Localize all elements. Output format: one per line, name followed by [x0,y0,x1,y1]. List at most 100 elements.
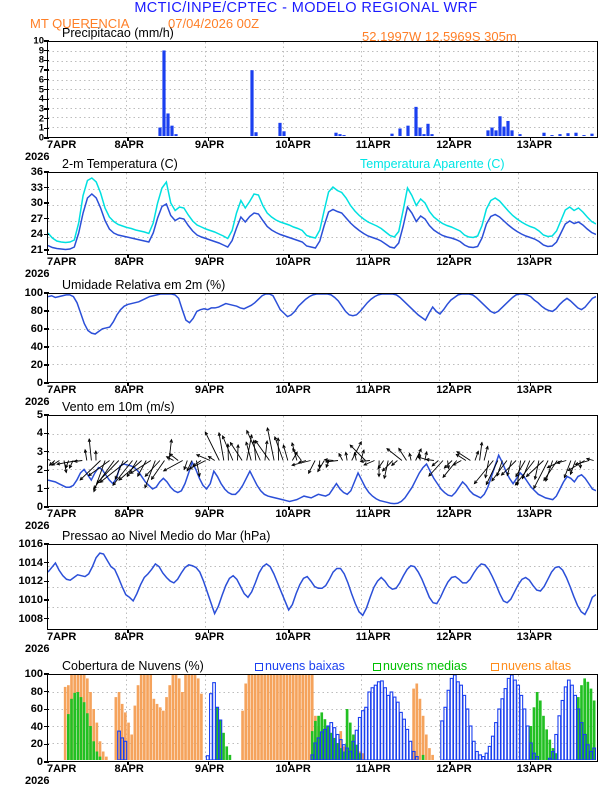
x-axis-tick [207,506,210,510]
x-axis-tick [449,382,451,386]
plot-area-temperature [47,172,598,255]
x-axis-tick [288,506,290,510]
x-axis-tick [127,382,129,386]
x-axis-label: 9APR [194,508,225,520]
x-axis-label: 8APR [114,508,144,520]
y-axis-tick [44,726,49,728]
y-axis-tick [44,743,49,746]
x-axis-label: 10APR [275,763,311,775]
x-axis-tick [127,506,129,510]
x-axis-tick [529,382,532,386]
y-axis-tick [44,618,49,620]
y-axis-label: 0 [36,501,43,513]
x-axis-tick [368,137,371,141]
x-axis-label: 12APR [436,763,472,775]
y-axis-label: 100 [24,287,43,299]
cloud-legend-2: nuvens altas [491,659,571,673]
y-axis-label: 0 [36,377,43,389]
y-axis-label: 6 [38,74,44,86]
y-axis-label: 2 [38,113,44,125]
y-axis-tick [44,346,49,348]
x-axis-label: 7APR [47,139,77,151]
y-axis-label: 80 [30,685,43,698]
panel-title-apparent-temperature: Temperatura Aparente (C) [360,157,505,171]
y-axis-label: 60 [30,703,43,716]
panel-title-temperature: 2-m Temperatura (C) [62,157,178,171]
x-axis-tick [449,761,451,765]
y-axis-tick [44,506,49,508]
x-axis-label: 7APR [47,384,77,396]
y-axis-label: 1012 [18,575,43,588]
x-axis-label: 13APR [516,508,553,520]
x-axis-label: 12APR [436,139,472,151]
x-axis-label: 7APR [47,508,77,520]
x-axis-label: 8APR [114,631,144,643]
y-axis-label: 7 [38,64,44,76]
x-axis-label: 13APR [516,139,553,151]
y-axis-label: 20 [30,359,43,371]
y-axis-label: 1 [36,482,43,495]
x-axis-year-label: 2026 [25,775,50,787]
x-axis-label: 13APR [516,631,553,643]
station-coordinates: 52.1997W 12.5969S 305m [362,29,517,44]
y-axis-label: 2 [36,464,43,477]
x-axis-year-label: 2026 [25,268,50,280]
y-axis-tick [44,414,49,416]
cloud-legend-1: nuvens medias [373,659,467,673]
x-axis-year-label: 2026 [25,643,50,655]
y-axis-label: 4 [38,93,44,105]
x-axis-label: 7APR [47,256,77,268]
legend-label: nuvens altas [501,659,572,673]
station-name: MT QUERENCIA [30,16,130,31]
y-axis-label: 5 [38,84,44,95]
y-axis-label: 1008 [18,612,43,625]
y-axis-label: 0 [38,132,44,144]
y-axis-tick [44,98,49,100]
x-axis-label: 11APR [355,631,391,643]
legend-swatch-icon [373,662,381,671]
y-axis-tick [44,708,49,710]
y-axis-label: 27 [30,212,43,225]
x-axis-label: 11APR [355,139,391,151]
plot-area-clouds [47,674,598,762]
y-axis-label: 8 [38,54,44,66]
y-axis-label: 1010 [18,594,43,607]
x-axis-tick [449,254,451,258]
y-axis-label: 1 [38,122,44,134]
y-axis-tick [44,88,49,91]
y-axis-label: 36 [30,166,43,178]
y-axis-label: 30 [30,197,43,210]
y-axis-tick [44,487,49,490]
y-axis-label: 0 [36,756,43,768]
x-axis-tick [127,761,129,765]
y-axis-label: 40 [30,720,43,733]
x-axis-label: 10APR [275,384,311,396]
y-axis-label: 4 [36,427,43,440]
x-axis-tick [529,254,532,258]
x-axis-year-label: 2026 [25,151,50,163]
x-axis-tick [449,629,451,633]
x-axis-label: 13APR [516,763,553,775]
x-axis-tick [449,506,451,510]
x-axis-label: 9APR [194,631,225,643]
y-axis-tick [44,186,49,189]
x-axis-label: 13APR [516,384,553,396]
x-axis-label: 12APR [436,631,472,643]
x-axis-label: 12APR [436,384,472,396]
y-axis-tick [44,382,49,384]
panel-title-wind: Vento em 10m (m/s) [62,400,175,414]
panel-title-humidity: Umidade Relativa em 2m (%) [62,278,226,292]
y-axis-tick [44,328,49,330]
y-axis-label: 3 [38,103,44,115]
x-axis-tick [529,629,532,633]
panel-title-pressure: Pressao ao Nivel Medio do Mar (hPa) [62,529,271,543]
x-axis-label: 13APR [516,256,553,268]
y-axis-label: 9 [38,45,44,57]
y-axis-label: 3 [36,445,43,458]
x-axis-year-label: 2026 [25,396,50,408]
x-axis-label: 10APR [275,256,311,268]
y-axis-label: 5 [36,409,43,421]
legend-swatch-icon [491,662,499,671]
x-axis-label: 10APR [275,631,311,643]
y-axis-tick [44,310,49,312]
